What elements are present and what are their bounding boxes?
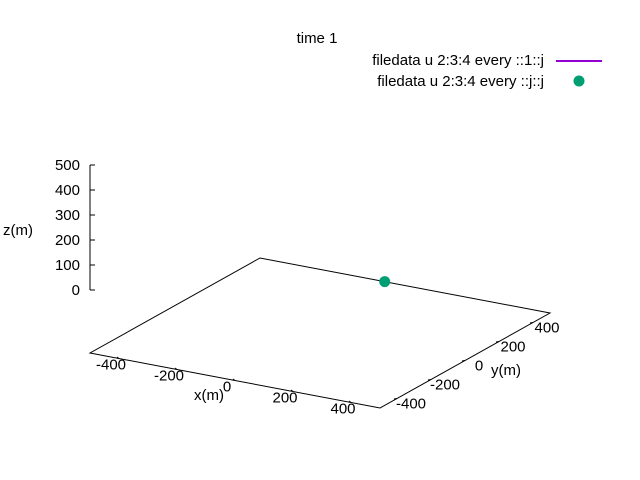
base-plane — [88, 257, 552, 409]
x-tick-label: -200 — [154, 368, 184, 385]
x-tick-label: 0 — [223, 379, 231, 396]
x-tick-mark — [232, 378, 236, 381]
y-tick-mark — [529, 322, 534, 324]
legend-label-point-series: filedata u 2:3:4 every ::j::j — [377, 73, 544, 90]
data-point — [379, 276, 391, 288]
y-tick-mark — [461, 360, 466, 362]
x-tick-label: -400 — [96, 357, 126, 374]
legend-label-line-series: filedata u 2:3:4 every ::1::j — [372, 52, 544, 69]
x-tick-label: 200 — [272, 390, 297, 407]
y-tick-label: -400 — [396, 396, 426, 413]
z-tick-label: 500 — [55, 157, 80, 174]
x-tick-mark — [348, 400, 352, 403]
y-tick-label: 200 — [500, 339, 525, 356]
y-tick-label: 0 — [475, 358, 483, 375]
axes — [88, 165, 552, 409]
z-tick-label: 0 — [72, 282, 80, 299]
legend-swatch-point-series — [573, 75, 585, 87]
x-tick-mark — [290, 389, 294, 392]
z-axis-label: z(m) — [3, 222, 33, 239]
x-tick-label: 400 — [330, 401, 355, 418]
z-tick-label: 300 — [55, 207, 80, 224]
y-tick-label: 400 — [534, 320, 559, 337]
y-tick-mark — [427, 379, 432, 381]
y-tick-mark — [393, 398, 398, 400]
z-tick-label: 400 — [55, 182, 80, 199]
y-tick-mark — [495, 341, 500, 343]
legend: filedata u 2:3:4 every ::1::j filedata u… — [372, 52, 602, 90]
y-tick-label: -200 — [430, 377, 460, 394]
chart-title: time 1 — [297, 30, 338, 47]
z-tick-label: 200 — [55, 232, 80, 249]
z-tick-label: 100 — [55, 257, 80, 274]
x-tick-mark — [116, 356, 120, 359]
x-axis-label: x(m) — [194, 387, 224, 404]
y-axis-label: y(m) — [491, 362, 521, 379]
x-tick-mark — [174, 367, 178, 370]
data-points — [379, 276, 391, 288]
